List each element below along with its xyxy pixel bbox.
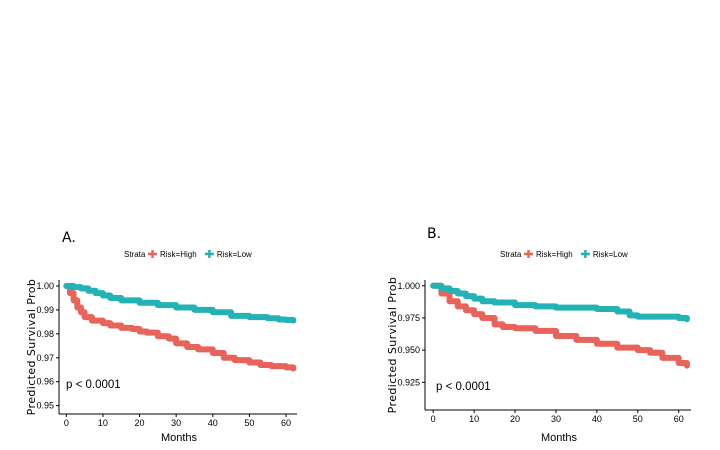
- risk-low-series-line: [430, 282, 690, 323]
- y-tick-label: 1.00: [36, 281, 54, 291]
- x-axis-title: Months: [541, 432, 578, 444]
- legend-label-risk-low: Risk=Low: [217, 250, 252, 259]
- x-axis-title: Months: [161, 432, 198, 444]
- p-value-annotation: p < 0.0001: [436, 381, 491, 393]
- legend-label-risk-high: Risk=High: [536, 250, 573, 259]
- chart-panel-b: 0 10 20 30 40 50 60 0.925 0.950 0.975 1.000 Months P…: [386, 250, 691, 444]
- risk-low-series-line: [63, 282, 297, 324]
- legend-label-risk-low: Risk=Low: [593, 250, 628, 259]
- legend-label-risk-high: Risk=High: [160, 250, 197, 259]
- x-tick-label: 60: [281, 418, 291, 428]
- x-tick-label: 10: [98, 418, 108, 428]
- x-tick-label: 0: [431, 414, 436, 424]
- p-value-annotation: p < 0.0001: [66, 379, 121, 391]
- y-tick-label: 1.000: [397, 281, 420, 291]
- panel-b-label: B.: [427, 226, 442, 242]
- y-tick-label: 0.925: [397, 377, 420, 387]
- y-axis-title: Predicted Survival Prob: [25, 279, 38, 416]
- x-tick-label: 20: [510, 414, 520, 424]
- risk-high-series-line: [63, 282, 297, 372]
- y-axis-title: Predicted Survival Prob: [386, 277, 399, 414]
- x-tick-label: 60: [674, 414, 684, 424]
- x-tick-label: 20: [135, 418, 145, 428]
- x-tick-label: 40: [592, 414, 602, 424]
- chart-panel-a: 0 10 20 30 40 50 60 0.95 0.96 0.97 0.98 0.99 1.00 Mon…: [25, 250, 297, 444]
- y-tick-label: 0.95: [36, 401, 54, 411]
- risk-high-series-line: [430, 282, 690, 369]
- x-tick-label: 40: [208, 418, 218, 428]
- y-tick-label: 0.99: [36, 305, 54, 315]
- y-tick-label: 0.975: [397, 313, 420, 323]
- x-tick-label: 0: [64, 418, 69, 428]
- legend-title: Strata: [124, 250, 146, 259]
- x-tick-label: 50: [633, 414, 643, 424]
- x-tick-label: 50: [244, 418, 254, 428]
- y-tick-label: 0.97: [36, 353, 54, 363]
- x-tick-label: 30: [551, 414, 561, 424]
- x-tick-label: 10: [469, 414, 479, 424]
- y-tick-label: 0.96: [36, 377, 54, 387]
- y-tick-label: 0.950: [397, 345, 420, 355]
- panel-a-label: A.: [62, 230, 76, 246]
- legend-title: Strata: [500, 250, 522, 259]
- x-tick-label: 30: [171, 418, 181, 428]
- y-tick-label: 0.98: [36, 329, 54, 339]
